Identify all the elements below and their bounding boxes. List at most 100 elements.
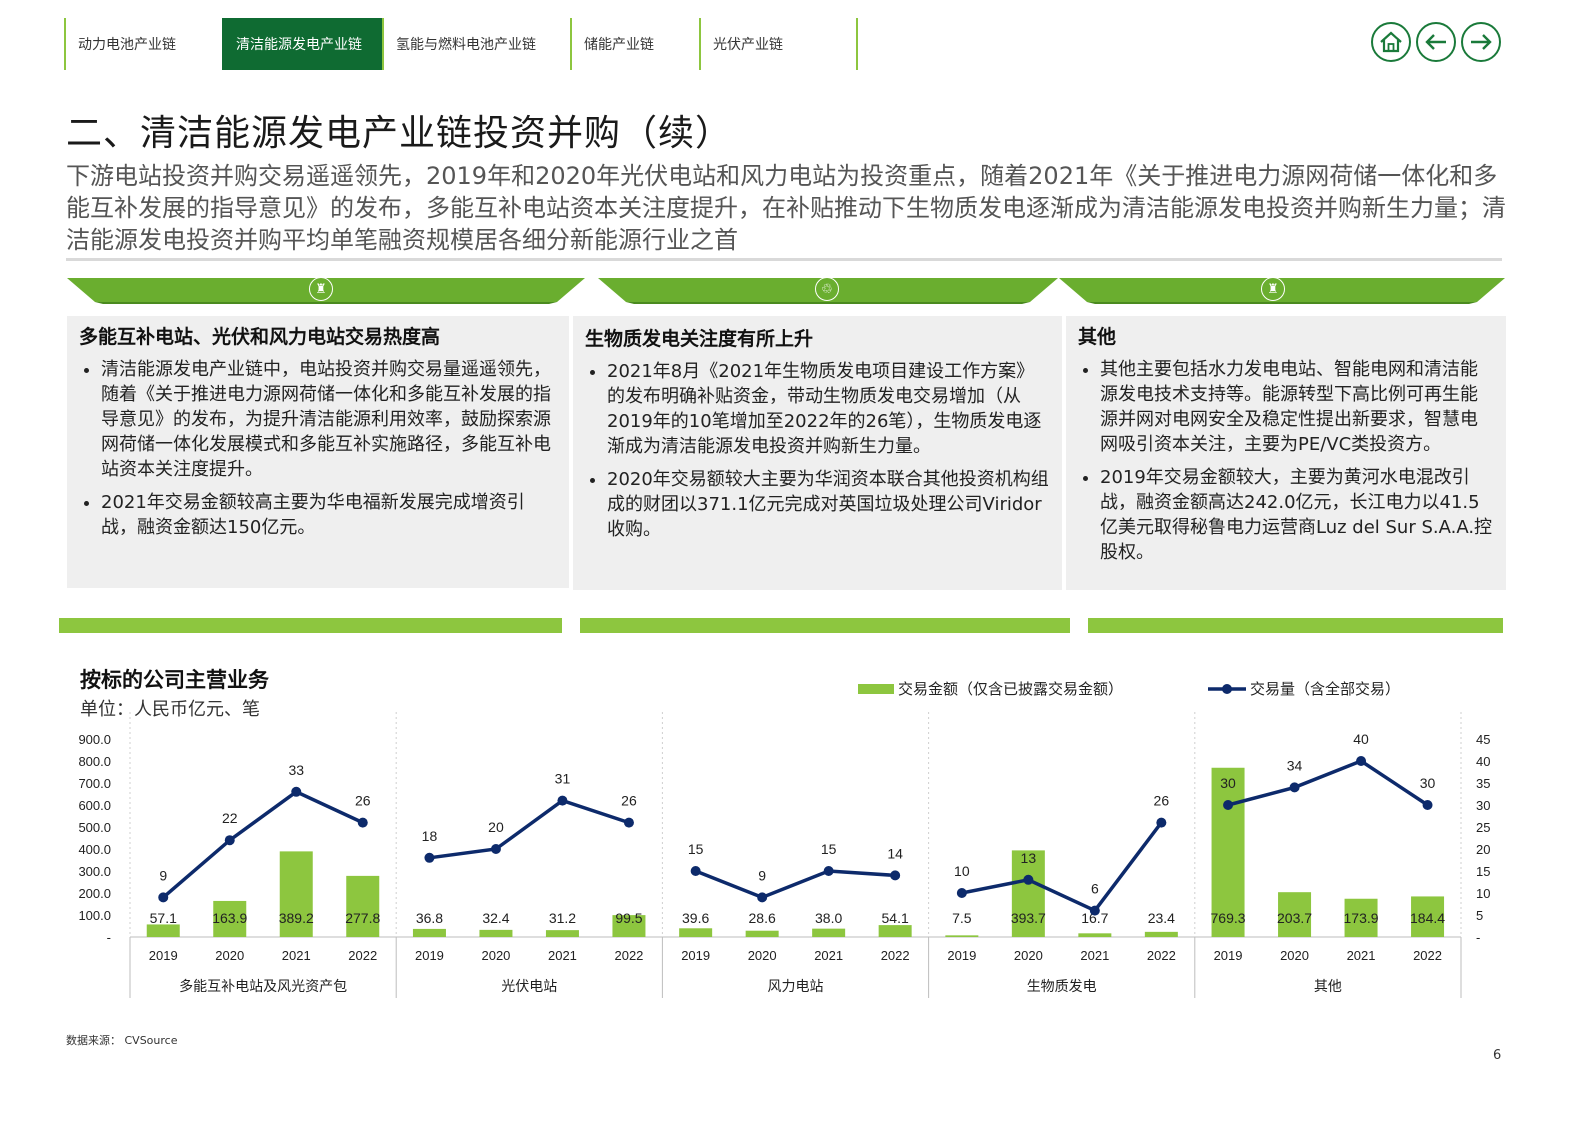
line-point (557, 795, 568, 806)
line-point (357, 817, 368, 828)
line-value-label: 26 (355, 793, 371, 809)
y-left-tick-label: 600.0 (78, 798, 111, 813)
x-tick-label: 2020 (748, 948, 777, 963)
bar-value-label: 389.2 (279, 910, 314, 926)
tab-photovoltaic[interactable]: 光伏产业链 (699, 18, 856, 70)
x-tick-label: 2020 (1280, 948, 1309, 963)
legend-bar-label: 交易金额（仅含已披露交易金额） (898, 680, 1123, 698)
line-value-label: 26 (621, 793, 637, 809)
card-multi-energy: 多能互补电站、光伏和风力电站交易热度高 清洁能源发电产业链中，电站投资并购交易量… (67, 316, 569, 588)
divider (66, 258, 1502, 261)
line-point (1089, 905, 1100, 916)
bar (412, 928, 446, 937)
card-heading: 其他 (1078, 326, 1117, 348)
count-line (695, 869, 896, 900)
tab-storage[interactable]: 储能产业链 (570, 18, 699, 70)
next-button[interactable] (1461, 22, 1501, 62)
line-point (1156, 817, 1167, 828)
y-left-tick-label: 900.0 (78, 732, 111, 747)
card-other: 其他 其他主要包括水力发电电站、智能电网和清洁能源发电技术支持等。能源转型下高比… (1066, 316, 1506, 590)
bar-value-label: 36.8 (416, 910, 443, 926)
bar (1411, 896, 1445, 937)
line-point (757, 892, 768, 903)
bar (346, 875, 380, 937)
bar-value-label: 16.7 (1081, 910, 1108, 926)
page-subtitle: 下游电站投资并购交易遥遥领先，2019年和2020年光伏电站和风力电站为投资重点… (66, 162, 1506, 254)
line-value-label: 9 (159, 867, 167, 883)
line-value-label: 26 (1154, 793, 1170, 809)
tab-hydrogen[interactable]: 氢能与燃料电池产业链 (382, 18, 570, 70)
prev-button[interactable] (1416, 22, 1456, 62)
y-left-tick-label: 300.0 (78, 864, 111, 879)
bar-value-label: 99.5 (615, 910, 642, 926)
x-tick-label: 2021 (548, 948, 577, 963)
x-tick-label: 2019 (415, 948, 444, 963)
bar (1144, 931, 1178, 937)
line-point (1023, 874, 1034, 885)
line-value-label: 20 (488, 819, 504, 835)
y-right-tick-label: - (1476, 930, 1480, 945)
y-right-tick-label: 15 (1476, 864, 1490, 879)
card-heading: 生物质发电关注度有所上升 (585, 328, 814, 350)
bar (213, 900, 247, 937)
bar-value-label: 203.7 (1277, 910, 1312, 926)
page-number: 6 (1493, 1048, 1502, 1063)
y-right-tick-label: 30 (1476, 798, 1490, 813)
bar (279, 851, 313, 937)
group-label: 风力电站 (768, 978, 824, 994)
bar-value-label: 163.9 (212, 910, 247, 926)
line-value-label: 15 (821, 841, 837, 857)
x-tick-label: 2021 (1347, 948, 1376, 963)
tab-power-battery[interactable]: 动力电池产业链 (64, 18, 222, 70)
x-tick-label: 2021 (1080, 948, 1109, 963)
y-left-tick-label: 700.0 (78, 776, 111, 791)
x-tick-label: 2022 (881, 948, 910, 963)
bar (679, 928, 713, 937)
line-value-label: 13 (1021, 850, 1037, 866)
bar (612, 915, 646, 937)
green-bar (1088, 618, 1503, 633)
bar (1344, 898, 1378, 937)
legend-line-marker (1222, 684, 1232, 694)
y-left-tick-label: 500.0 (78, 820, 111, 835)
y-left-tick-label: 400.0 (78, 842, 111, 857)
group-label: 生物质发电 (1027, 978, 1097, 994)
bar-value-label: 393.7 (1011, 910, 1046, 926)
line-point (224, 835, 235, 846)
chart-title: 按标的公司主营业务 (80, 668, 269, 692)
line-point (1289, 782, 1300, 793)
y-right-tick-label: 5 (1476, 908, 1483, 923)
x-tick-label: 2022 (614, 948, 643, 963)
bar (812, 928, 846, 937)
line-point (623, 817, 634, 828)
line-value-label: 6 (1091, 881, 1099, 897)
y-right-tick-label: 20 (1476, 842, 1490, 857)
y-right-tick-label: 25 (1476, 820, 1490, 835)
bar-value-label: 23.4 (1148, 910, 1175, 926)
card-heading: 多能互补电站、光伏和风力电站交易热度高 (79, 326, 441, 348)
y-left-tick-label: 200.0 (78, 886, 111, 901)
group-label: 其他 (1314, 978, 1342, 994)
bar-value-label: 184.4 (1410, 910, 1445, 926)
home-button[interactable] (1371, 22, 1411, 62)
line-value-label: 40 (1353, 731, 1369, 747)
x-tick-label: 2022 (348, 948, 377, 963)
line-point (1422, 800, 1433, 810)
bar-value-label: 173.9 (1344, 910, 1379, 926)
bar (479, 929, 513, 937)
tab-clean-energy[interactable]: 清洁能源发电产业链 (222, 18, 382, 70)
line-point (956, 888, 967, 898)
line-point (890, 870, 901, 881)
bar (1278, 892, 1312, 937)
x-tick-label: 2020 (215, 948, 244, 963)
line-point (823, 866, 834, 876)
bar (878, 925, 912, 937)
count-line (961, 821, 1163, 913)
bar (745, 930, 779, 937)
card-bullet: 清洁能源发电产业链中，电站投资并购交易量遥遥领先，随着《关于推进电力源网荷储一体… (101, 357, 557, 482)
data-source: 数据来源： CVSource (66, 1034, 178, 1047)
line-value-label: 33 (288, 762, 304, 778)
line-value-label: 30 (1220, 775, 1236, 791)
line-value-label: 9 (758, 867, 766, 883)
arrow-left-icon (1425, 34, 1446, 50)
